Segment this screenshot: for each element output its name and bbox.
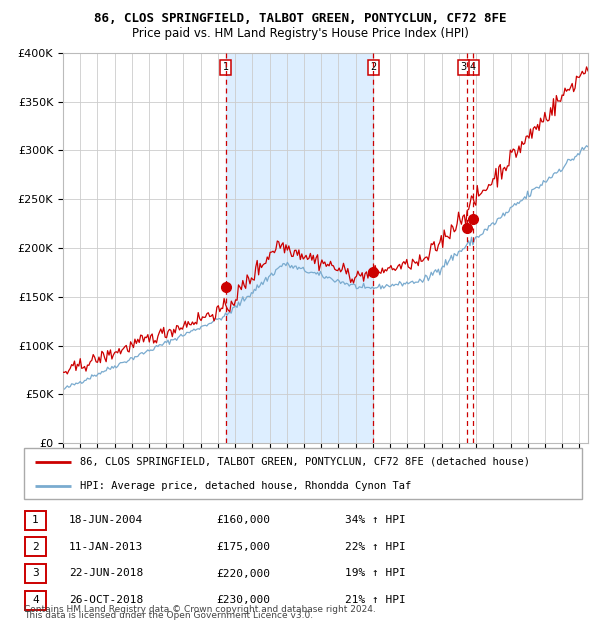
Text: 11-JAN-2013: 11-JAN-2013 bbox=[69, 542, 143, 552]
Text: This data is licensed under the Open Government Licence v3.0.: This data is licensed under the Open Gov… bbox=[24, 611, 313, 620]
Text: 4: 4 bbox=[32, 595, 39, 605]
FancyBboxPatch shape bbox=[25, 538, 46, 556]
FancyBboxPatch shape bbox=[25, 591, 46, 609]
FancyBboxPatch shape bbox=[25, 564, 46, 583]
Text: 4: 4 bbox=[470, 63, 476, 73]
Text: 86, CLOS SPRINGFIELD, TALBOT GREEN, PONTYCLUN, CF72 8FE (detached house): 86, CLOS SPRINGFIELD, TALBOT GREEN, PONT… bbox=[80, 457, 530, 467]
Bar bbox=[226, 53, 373, 443]
Text: 2: 2 bbox=[370, 63, 376, 73]
Text: 19% ↑ HPI: 19% ↑ HPI bbox=[345, 569, 406, 578]
Text: 86, CLOS SPRINGFIELD, TALBOT GREEN, PONTYCLUN, CF72 8FE: 86, CLOS SPRINGFIELD, TALBOT GREEN, PONT… bbox=[94, 12, 506, 25]
Text: £230,000: £230,000 bbox=[216, 595, 270, 605]
Text: Price paid vs. HM Land Registry's House Price Index (HPI): Price paid vs. HM Land Registry's House … bbox=[131, 27, 469, 40]
Text: 22% ↑ HPI: 22% ↑ HPI bbox=[345, 542, 406, 552]
Text: £175,000: £175,000 bbox=[216, 542, 270, 552]
Text: 3: 3 bbox=[32, 569, 39, 578]
Text: 1: 1 bbox=[32, 515, 39, 525]
Text: HPI: Average price, detached house, Rhondda Cynon Taf: HPI: Average price, detached house, Rhon… bbox=[80, 481, 411, 492]
Text: Contains HM Land Registry data © Crown copyright and database right 2024.: Contains HM Land Registry data © Crown c… bbox=[24, 604, 376, 614]
Text: 18-JUN-2004: 18-JUN-2004 bbox=[69, 515, 143, 525]
Text: 21% ↑ HPI: 21% ↑ HPI bbox=[345, 595, 406, 605]
Text: £160,000: £160,000 bbox=[216, 515, 270, 525]
Text: 2: 2 bbox=[32, 542, 39, 552]
Text: 34% ↑ HPI: 34% ↑ HPI bbox=[345, 515, 406, 525]
Text: 22-JUN-2018: 22-JUN-2018 bbox=[69, 569, 143, 578]
FancyBboxPatch shape bbox=[25, 511, 46, 529]
FancyBboxPatch shape bbox=[24, 448, 582, 499]
Text: £220,000: £220,000 bbox=[216, 569, 270, 578]
Text: 3: 3 bbox=[460, 63, 466, 73]
Text: 1: 1 bbox=[223, 63, 229, 73]
Text: 26-OCT-2018: 26-OCT-2018 bbox=[69, 595, 143, 605]
